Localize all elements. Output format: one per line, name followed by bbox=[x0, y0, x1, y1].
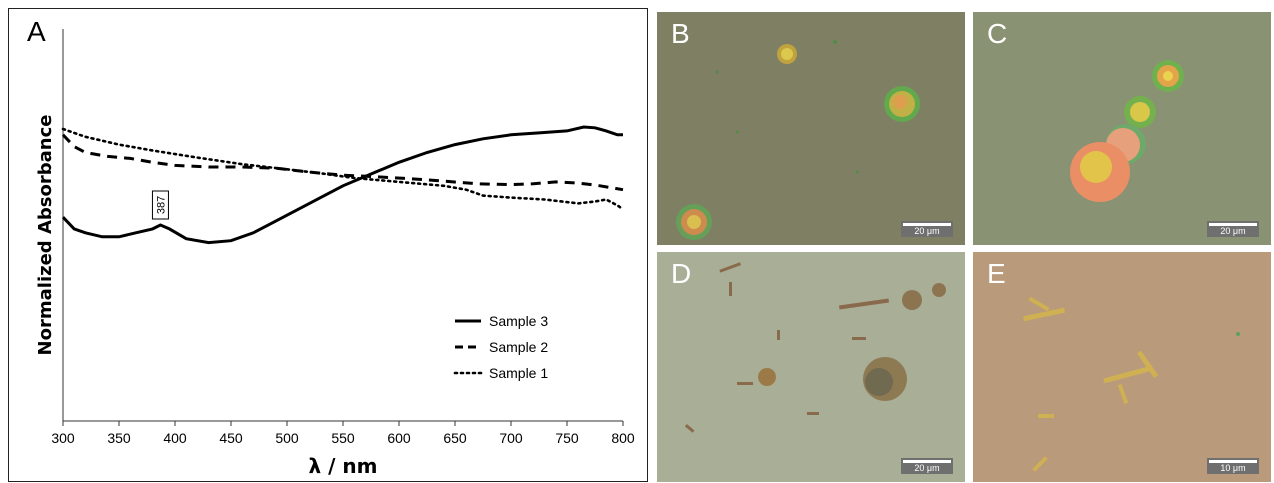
scale-bar-c-label: 20 μm bbox=[1207, 226, 1259, 236]
x-tick-label-350: 350 bbox=[107, 430, 131, 446]
panel-label-e: E bbox=[987, 258, 1006, 290]
x-tick-label-750: 750 bbox=[555, 430, 579, 446]
panel-label-b: B bbox=[671, 18, 690, 50]
micrograph-c-image bbox=[973, 12, 1271, 245]
scale-bar-d-label: 20 μm bbox=[901, 463, 953, 473]
absorbance-chart-panel: A 300 350 400 450 500 550 600 650 700 750 800 λ / nm… bbox=[8, 8, 648, 482]
micrograph-b-image bbox=[657, 12, 965, 245]
absorbance-chart: A 300 350 400 450 500 550 600 650 700 750 800 λ / nm… bbox=[9, 9, 649, 483]
panel-label-a: A bbox=[27, 16, 46, 47]
scale-bar-c: 20 μm bbox=[1207, 221, 1259, 237]
scale-bar-d: 20 μm bbox=[901, 458, 953, 474]
scale-bar-b-label: 20 μm bbox=[901, 226, 953, 236]
x-tick-label-400: 400 bbox=[163, 430, 187, 446]
micrograph-c: C 20 μm bbox=[973, 12, 1271, 245]
series-line-sample-2 bbox=[63, 135, 623, 190]
x-tick-label-800: 800 bbox=[611, 430, 635, 446]
panel-label-d: D bbox=[671, 258, 691, 290]
legend-label-sample-1: Sample 1 bbox=[489, 365, 548, 381]
legend-label-sample-2: Sample 2 bbox=[489, 339, 548, 355]
micrograph-b: B 20 μm bbox=[657, 12, 965, 245]
scale-bar-e-label: 10 μm bbox=[1207, 463, 1259, 473]
panel-label-c: C bbox=[987, 18, 1007, 50]
micrograph-e: E 10 μm bbox=[973, 252, 1271, 482]
series-line-sample-1 bbox=[63, 129, 623, 209]
x-tick-label-700: 700 bbox=[499, 430, 523, 446]
x-axis-title: λ / nm bbox=[309, 454, 378, 478]
y-axis-title: Normalized Absorbance bbox=[35, 115, 56, 356]
x-tick-label-300: 300 bbox=[51, 430, 75, 446]
legend-label-sample-3: Sample 3 bbox=[489, 313, 548, 329]
scale-bar-b: 20 μm bbox=[901, 221, 953, 237]
micrograph-d-image bbox=[657, 252, 965, 482]
annotation-label-387: 387 bbox=[155, 196, 167, 214]
x-tick-label-550: 550 bbox=[331, 430, 355, 446]
x-tick-label-500: 500 bbox=[275, 430, 299, 446]
scale-bar-e: 10 μm bbox=[1207, 458, 1259, 474]
micrograph-e-image bbox=[973, 252, 1271, 482]
x-tick-label-650: 650 bbox=[443, 430, 467, 446]
x-tick-label-450: 450 bbox=[219, 430, 243, 446]
x-tick-label-600: 600 bbox=[387, 430, 411, 446]
micrograph-d: D 20 μm bbox=[657, 252, 965, 482]
